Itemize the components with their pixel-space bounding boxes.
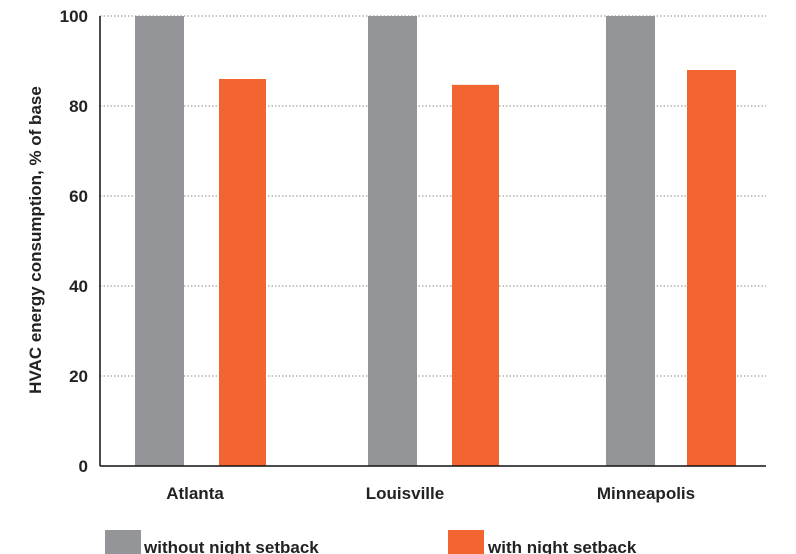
category-label: Atlanta [166,484,224,503]
y-tick-label: 40 [69,277,88,296]
y-tick-label: 80 [69,97,88,116]
gridlines [100,15,766,377]
y-tick-labels: 0 20 40 60 80 100 [60,7,88,476]
bars [135,16,736,466]
bar-with-setback-atlanta [219,79,266,466]
category-label: Louisville [366,484,444,503]
y-tick-label: 0 [79,457,88,476]
legend-swatch-without-setback [105,530,141,554]
y-axis-title: HVAC energy consumption, % of base [26,86,45,394]
legend-label: without night setback [143,538,319,554]
y-tick-label: 60 [69,187,88,206]
bar-without-setback-atlanta [135,16,184,466]
legend: without night setback with night setback [105,530,637,554]
category-labels: Atlanta Louisville Minneapolis [166,484,695,503]
y-tick-label: 100 [60,7,88,26]
bar-with-setback-minneapolis [687,70,736,466]
legend-label: with night setback [487,538,637,554]
legend-swatch-with-setback [448,530,484,554]
bar-without-setback-minneapolis [606,16,655,466]
axes [99,16,766,467]
category-label: Minneapolis [597,484,695,503]
bar-without-setback-louisville [368,16,417,466]
bar-with-setback-louisville [452,84,499,466]
y-tick-label: 20 [69,367,88,386]
